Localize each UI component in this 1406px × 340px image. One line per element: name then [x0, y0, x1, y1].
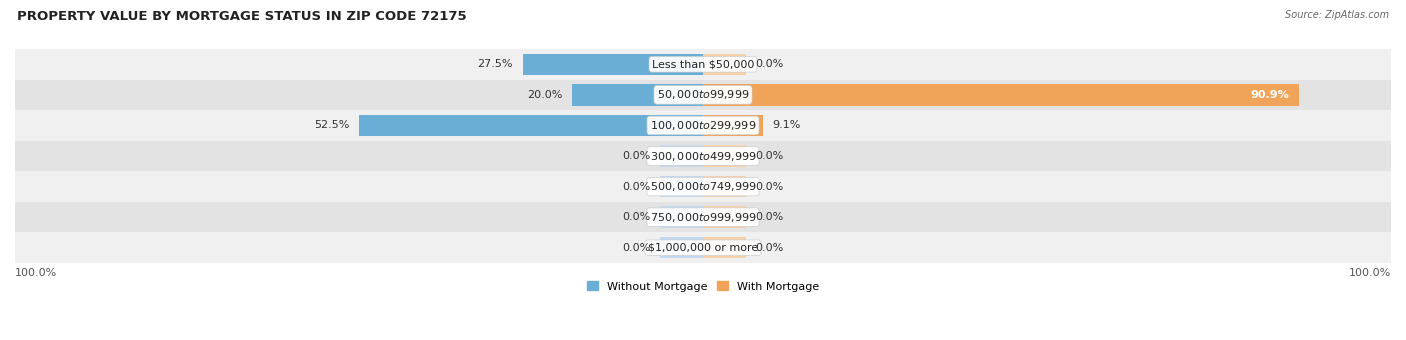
Text: $500,000 to $749,999: $500,000 to $749,999: [650, 180, 756, 193]
Bar: [359, 115, 703, 136]
Bar: [15, 233, 1391, 263]
Bar: [15, 110, 1391, 141]
Text: $750,000 to $999,999: $750,000 to $999,999: [650, 211, 756, 224]
Text: Less than $50,000: Less than $50,000: [652, 59, 754, 69]
Text: 0.0%: 0.0%: [755, 212, 783, 222]
Text: $300,000 to $499,999: $300,000 to $499,999: [650, 150, 756, 163]
Text: 100.0%: 100.0%: [15, 268, 58, 278]
Bar: [15, 80, 1391, 110]
Bar: [703, 84, 1299, 105]
Text: 0.0%: 0.0%: [755, 243, 783, 253]
Bar: [661, 145, 703, 167]
Bar: [15, 49, 1391, 80]
Bar: [15, 171, 1391, 202]
Text: 9.1%: 9.1%: [772, 120, 801, 131]
Bar: [15, 202, 1391, 233]
Text: 0.0%: 0.0%: [623, 243, 651, 253]
Text: 0.0%: 0.0%: [755, 151, 783, 161]
Bar: [572, 84, 703, 105]
Text: 52.5%: 52.5%: [314, 120, 349, 131]
Bar: [703, 206, 745, 228]
Text: 0.0%: 0.0%: [755, 59, 783, 69]
Text: 27.5%: 27.5%: [478, 59, 513, 69]
Bar: [661, 237, 703, 258]
Text: $50,000 to $99,999: $50,000 to $99,999: [657, 88, 749, 101]
Bar: [703, 176, 745, 197]
Text: 0.0%: 0.0%: [623, 151, 651, 161]
Text: 100.0%: 100.0%: [1348, 268, 1391, 278]
Text: 0.0%: 0.0%: [623, 212, 651, 222]
Bar: [523, 54, 703, 75]
Text: PROPERTY VALUE BY MORTGAGE STATUS IN ZIP CODE 72175: PROPERTY VALUE BY MORTGAGE STATUS IN ZIP…: [17, 10, 467, 23]
Text: Source: ZipAtlas.com: Source: ZipAtlas.com: [1285, 10, 1389, 20]
Text: 0.0%: 0.0%: [755, 182, 783, 192]
Bar: [703, 115, 762, 136]
Legend: Without Mortgage, With Mortgage: Without Mortgage, With Mortgage: [582, 277, 824, 296]
Bar: [661, 206, 703, 228]
Text: 20.0%: 20.0%: [527, 90, 562, 100]
Bar: [703, 237, 745, 258]
Text: $100,000 to $299,999: $100,000 to $299,999: [650, 119, 756, 132]
Text: 0.0%: 0.0%: [623, 182, 651, 192]
Bar: [703, 54, 745, 75]
Text: $1,000,000 or more: $1,000,000 or more: [648, 243, 758, 253]
Text: 90.9%: 90.9%: [1250, 90, 1289, 100]
Bar: [703, 145, 745, 167]
Bar: [661, 176, 703, 197]
Bar: [15, 141, 1391, 171]
